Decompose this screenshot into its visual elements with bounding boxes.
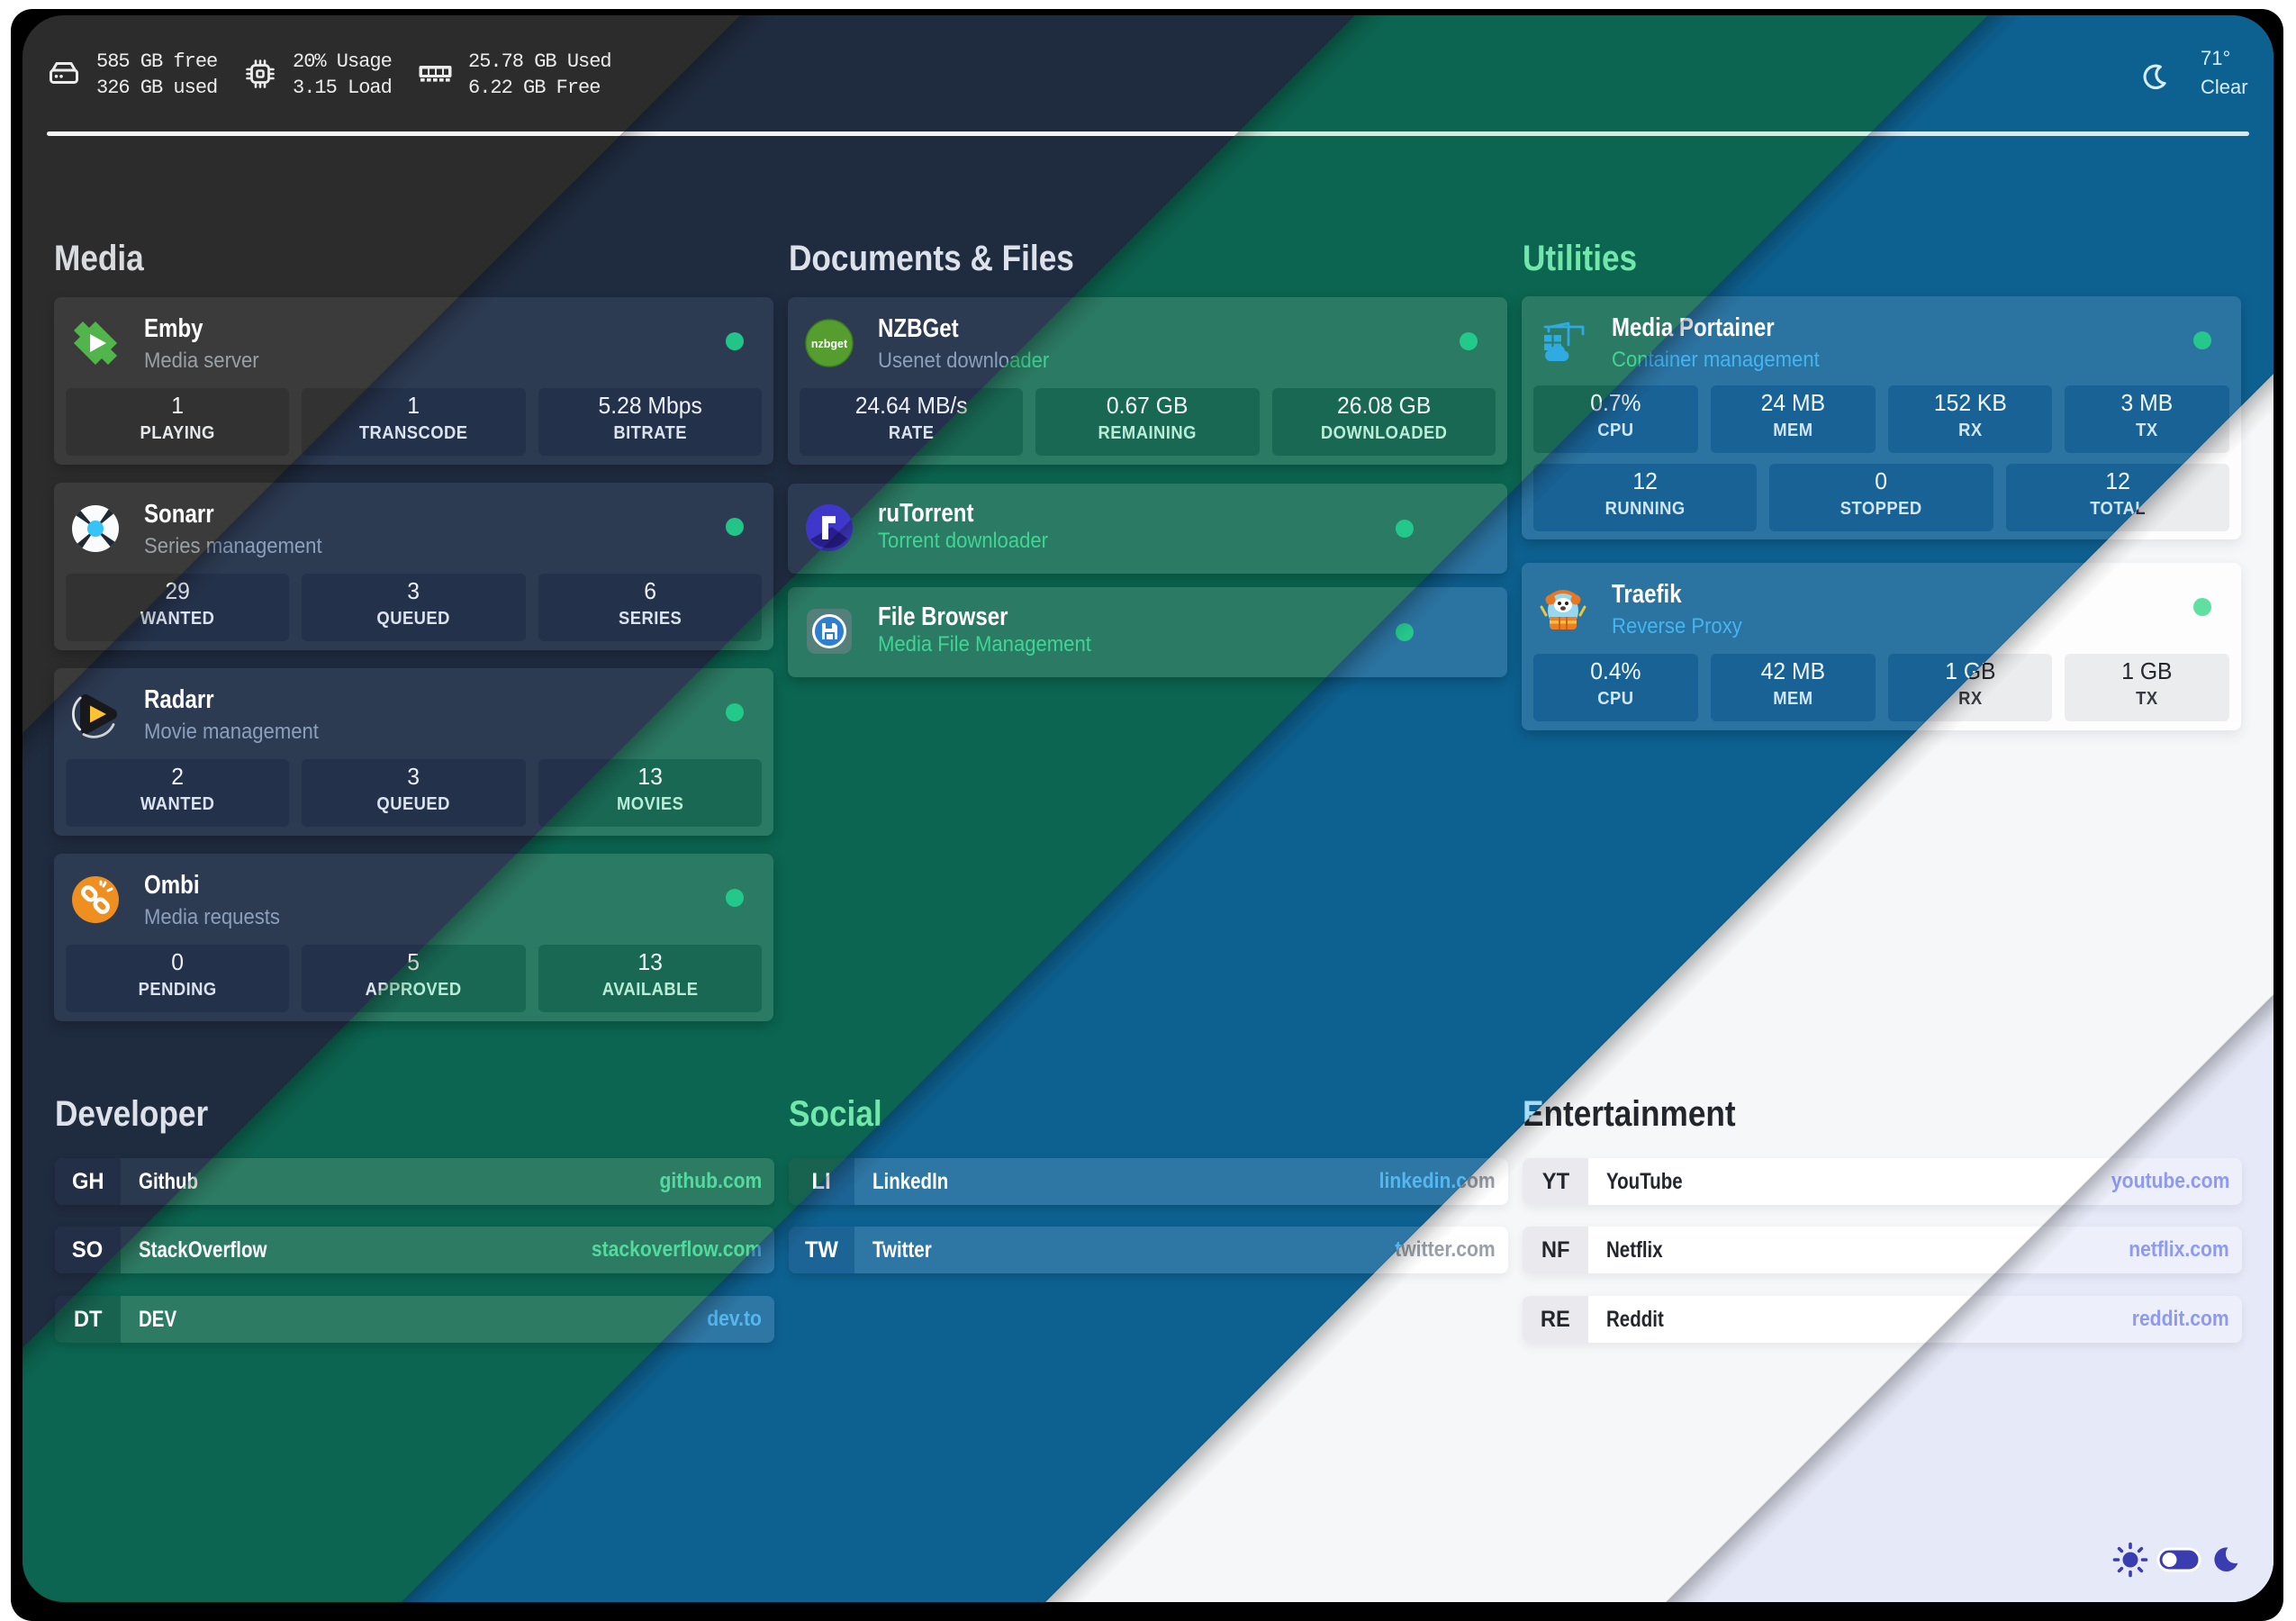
svg-text:nzbget: nzbget xyxy=(811,338,848,350)
